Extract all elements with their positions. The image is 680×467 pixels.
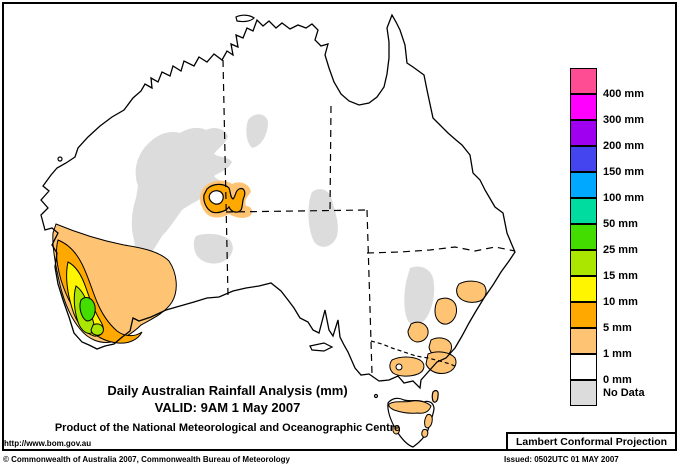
melville-island [235,14,255,23]
legend-label-0-mm: 0 mm [603,374,632,386]
legend-swatch-300-mm [570,94,597,120]
legend-swatch-100-mm [570,172,597,198]
issued-label: Issued: 0502UTC 01 MAY 2007 [504,455,619,464]
legend-swatch-5-mm [570,302,597,328]
rainfall-area-central [200,180,253,218]
rain-area-nsw-inland [407,321,429,343]
islands [57,14,439,448]
rain-area-tasmania-north [388,400,432,414]
border-nsw-vic-murray [370,340,458,368]
legend-swatch-15-mm [570,250,597,276]
rainfall-legend: 400 mm 300 mm 200 mm 150 mm 100 mm 50 mm 25 mm… [570,68,680,408]
legend-label-50-mm: 50 mm [603,218,638,230]
legend-swatch-25-mm [570,224,597,250]
rain-area-central-hole [208,190,224,205]
legend-swatch-10-mm [570,276,597,302]
legend-label-no-data: No Data [603,387,645,399]
border-sa-nsw-vic [366,209,373,375]
copyright-label: © Commonwealth of Australia 2007, Common… [3,455,290,464]
rain-area-sw-wa-15mm-south [90,323,104,336]
legend-label-1-mm: 1 mm [603,348,632,360]
legend-swatch-200-mm [570,120,597,146]
legend-label-200-mm: 200 mm [603,140,644,152]
legend-label-400-mm: 400 mm [603,88,644,100]
map-title: Daily Australian Rainfall Analysis (mm) [107,383,348,398]
legend-swatch-150-mm [570,146,597,172]
legend-label-100-mm: 100 mm [603,192,644,204]
legend-label-25-mm: 25 mm [603,244,638,256]
rain-area-nsw-north [456,280,487,303]
no-data-area-west-nsw [404,266,435,325]
legend-label-15-mm: 15 mm [603,270,638,282]
projection-box: Lambert Conformal Projection [506,432,677,451]
rain-area-victoria-hole [395,363,403,371]
rain-area-nsw-mid [434,297,457,325]
legend-swatch-0-mm [570,354,597,380]
rain-area-sw-wa-5mm [56,239,143,344]
rain-area-victoria [389,356,425,377]
legend-label-5-mm: 5 mm [603,322,632,334]
rain-area-sw-wa-25mm [79,297,96,322]
bom-url-label: http://www.bom.gov.au [4,439,92,448]
border-qld-nsw [366,246,516,254]
valid-time-label: VALID: 9AM 1 May 2007 [154,400,301,415]
australia-coastline [40,13,516,390]
title-block: Daily Australian Rainfall Analysis (mm) … [40,383,415,434]
rain-area-tasmania-south [392,425,400,435]
rain-area-tasmania-east2 [421,429,429,438]
legend-swatch-no-data [570,380,597,406]
legend-swatch-400-mm [570,68,597,94]
no-data-area-nt [246,114,268,148]
projection-label: Lambert Conformal Projection [515,436,668,448]
legend-swatch-50-mm [570,198,597,224]
border-wa-nt-sa [222,59,229,297]
border-nt-qld [329,105,332,212]
state-borders [222,59,516,375]
no-data-area-central-wa [131,127,232,277]
nw-island [57,156,63,162]
legend-swatch-1-mm [570,328,597,354]
legend-label-150-mm: 150 mm [603,166,644,178]
rain-area-tasmania-east [424,414,433,429]
flinders-island [431,390,439,403]
king-island [373,393,379,399]
rainfall-areas-southeast [389,280,487,377]
rain-area-gippsland [425,351,457,374]
no-data-areas [131,114,435,325]
kangaroo-island [309,342,334,352]
product-label: Product of the National Meteorological a… [54,422,401,434]
legend-label-300-mm: 300 mm [603,114,644,126]
legend-label-10-mm: 10 mm [603,296,638,308]
no-data-area-south-central [193,233,233,264]
rainfall-areas-southwest-wa [52,223,177,344]
